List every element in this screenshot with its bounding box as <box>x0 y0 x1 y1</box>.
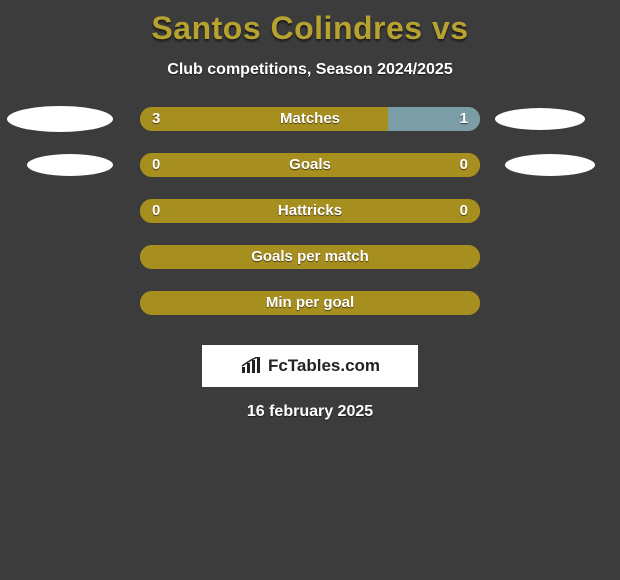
brand-text: FcTables.com <box>268 356 380 376</box>
page-title: Santos Colindres vs <box>0 0 620 47</box>
subtitle: Club competitions, Season 2024/2025 <box>0 61 620 79</box>
side-ellipse <box>495 108 585 130</box>
stat-row: Goals per match <box>0 245 620 291</box>
side-ellipse <box>27 154 113 176</box>
stat-row: Min per goal <box>0 291 620 337</box>
stat-row: Hattricks00 <box>0 199 620 245</box>
bar-left <box>140 291 480 315</box>
bar-left <box>140 153 480 177</box>
bar-track: Min per goal <box>140 291 480 315</box>
date-line: 16 february 2025 <box>0 403 620 421</box>
bar-track: Goals <box>140 153 480 177</box>
bar-track: Hattricks <box>140 199 480 223</box>
bar-left <box>140 245 480 269</box>
side-ellipse <box>7 106 113 132</box>
bar-right <box>388 107 480 131</box>
bar-left <box>140 107 388 131</box>
bar-track: Matches <box>140 107 480 131</box>
bar-track: Goals per match <box>140 245 480 269</box>
brand-box[interactable]: FcTables.com <box>202 345 418 387</box>
stats-area: Matches31Goals00Hattricks00Goals per mat… <box>0 107 620 337</box>
side-ellipse <box>505 154 595 176</box>
bar-chart-icon <box>240 357 262 375</box>
bar-left <box>140 199 480 223</box>
